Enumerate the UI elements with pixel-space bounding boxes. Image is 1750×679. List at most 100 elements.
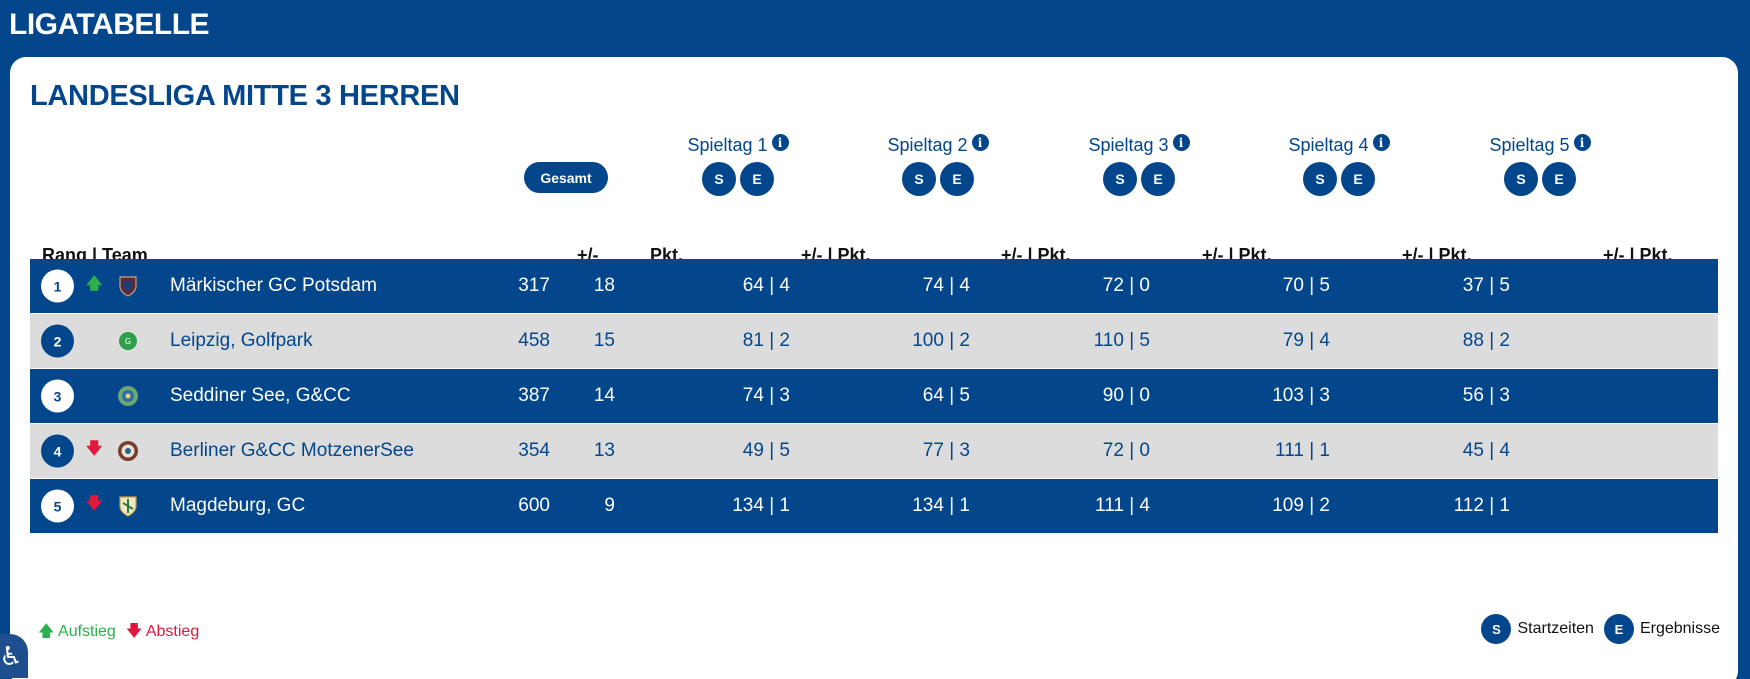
rank-badge: 2 (41, 324, 74, 358)
info-icon[interactable]: i (1172, 134, 1190, 151)
team-name[interactable]: Magdeburg, GC (170, 495, 306, 516)
results-button[interactable]: E (1542, 162, 1576, 196)
round-5-result: 88 | 2 (1462, 330, 1510, 351)
round-4-result: 79 | 4 (1282, 330, 1330, 351)
table-row[interactable]: 4 🡇 Berliner G&CC MotzenerSee 354 13 49 | 5 77… (30, 424, 1718, 478)
info-icon[interactable]: i (1573, 134, 1591, 151)
round-5-result: 37 | 5 (1462, 275, 1510, 296)
trend-up-icon: 🡅 (86, 275, 103, 293)
round-5-result: 112 | 1 (1453, 495, 1510, 516)
round-1-result: 49 | 5 (742, 440, 790, 461)
results-button[interactable]: E (1141, 162, 1175, 196)
team-name[interactable]: Leipzig, Golfpark (170, 330, 313, 351)
total-points: 15 (593, 330, 615, 351)
legend-start-icon: S (1481, 614, 1512, 644)
round-2-result: 100 | 2 (912, 330, 970, 351)
round-1-result: 134 | 1 (732, 495, 790, 516)
round-label: Spieltag 1 (687, 135, 768, 155)
legend-promotion-label: Aufstieg (58, 623, 116, 640)
rank-badge: 3 (41, 379, 74, 413)
start-times-button[interactable]: S (902, 162, 936, 196)
round-4-result: 70 | 5 (1282, 275, 1330, 296)
league-title: LANDESLIGA MITTE 3 HERREN (30, 80, 460, 112)
round-1-result: 81 | 2 (742, 330, 790, 351)
round-3-result: 72 | 0 (1102, 275, 1150, 296)
legend-result-icon: E (1603, 614, 1634, 644)
rank-badge: 1 (41, 269, 74, 303)
legend-result-label: Ergebnisse (1639, 620, 1720, 637)
total-points: 18 (593, 275, 615, 296)
table-row[interactable]: 2 G Leipzig, Golfpark 458 15 81 | 2 100 | 2 110… (30, 314, 1718, 368)
motzenersee-logo-icon (116, 439, 140, 463)
trend-down-icon: 🡇 (86, 495, 103, 513)
round-5-result: 45 | 4 (1462, 440, 1510, 461)
round-3-result: 72 | 0 (1102, 440, 1150, 461)
start-times-button[interactable]: S (1103, 162, 1137, 196)
round-1-result: 64 | 4 (742, 275, 790, 296)
overall-button[interactable]: Gesamt (524, 162, 608, 193)
round-4-result: 103 | 3 (1272, 385, 1330, 406)
round-2-result: 64 | 5 (922, 385, 970, 406)
team-name[interactable]: Berliner G&CC MotzenerSee (170, 440, 414, 461)
round-5-result: 56 | 3 (1462, 385, 1510, 406)
round-3-result: 90 | 0 (1102, 385, 1150, 406)
round-label: Spieltag 2 (887, 135, 968, 155)
legend-relegation: 🡇 Abstieg (125, 623, 200, 640)
trend-down-icon: 🡇 (86, 440, 103, 458)
total-diff: 387 (518, 385, 550, 406)
info-icon[interactable]: i (771, 134, 789, 151)
legend-promotion: 🡅 Aufstieg (38, 623, 116, 640)
team-name[interactable]: Märkischer GC Potsdam (170, 275, 377, 296)
total-points: 13 (593, 440, 615, 461)
start-times-button[interactable]: S (702, 162, 736, 196)
table-row[interactable]: 1 🡅 Märkischer GC Potsdam 317 18 64 | 4 74 | 4… (30, 259, 1718, 313)
info-icon[interactable]: i (971, 134, 989, 151)
table-row[interactable]: 3 Seddiner See, G&CC 387 14 74 | 3 64 | 5 90 |… (30, 369, 1718, 423)
results-button[interactable]: E (940, 162, 974, 196)
total-points: 14 (593, 385, 615, 406)
golfpark-logo-icon: G (116, 329, 140, 353)
rank-badge: 5 (41, 489, 74, 523)
round-3-result: 111 | 4 (1095, 495, 1150, 516)
seddiner-see-logo-icon (116, 384, 140, 408)
button-legend: S Startzeiten E Ergebnisse (1481, 614, 1720, 644)
start-times-button[interactable]: S (1303, 162, 1337, 196)
results-button[interactable]: E (740, 162, 774, 196)
trend-legend: 🡅 Aufstieg 🡇 Abstieg (38, 620, 199, 647)
start-times-button[interactable]: S (1504, 162, 1538, 196)
league-table-card: LANDESLIGA MITTE 3 HERREN Gesamt Spielta… (10, 57, 1738, 679)
table-row[interactable]: 5 🡇 Magdeburg, GC 600 9 134 | 1 134 | 1 111 | 4… (30, 479, 1718, 533)
crest-shield-icon (116, 274, 140, 298)
svg-text:G: G (125, 337, 131, 346)
total-diff: 354 (518, 440, 550, 461)
total-points: 9 (604, 495, 615, 516)
legend-relegation-label: Abstieg (145, 623, 200, 640)
magdeburg-shield-icon (116, 494, 140, 518)
page-title: LIGATABELLE (9, 8, 210, 41)
round-2-result: 77 | 3 (922, 440, 970, 461)
round-label: Spieltag 4 (1288, 135, 1369, 155)
team-name[interactable]: Seddiner See, G&CC (170, 385, 351, 406)
results-button[interactable]: E (1341, 162, 1375, 196)
info-icon[interactable]: i (1372, 134, 1390, 151)
round-1-result: 74 | 3 (742, 385, 790, 406)
round-2-result: 134 | 1 (912, 495, 970, 516)
total-diff: 317 (518, 275, 550, 296)
accessibility-icon[interactable]: ♿ (0, 634, 28, 678)
round-4-result: 111 | 1 (1275, 440, 1330, 461)
round-label: Spieltag 3 (1088, 135, 1169, 155)
round-3-result: 110 | 5 (1093, 330, 1150, 351)
total-diff: 458 (518, 330, 550, 351)
round-label: Spieltag 5 (1489, 135, 1570, 155)
round-2-result: 74 | 4 (922, 275, 970, 296)
